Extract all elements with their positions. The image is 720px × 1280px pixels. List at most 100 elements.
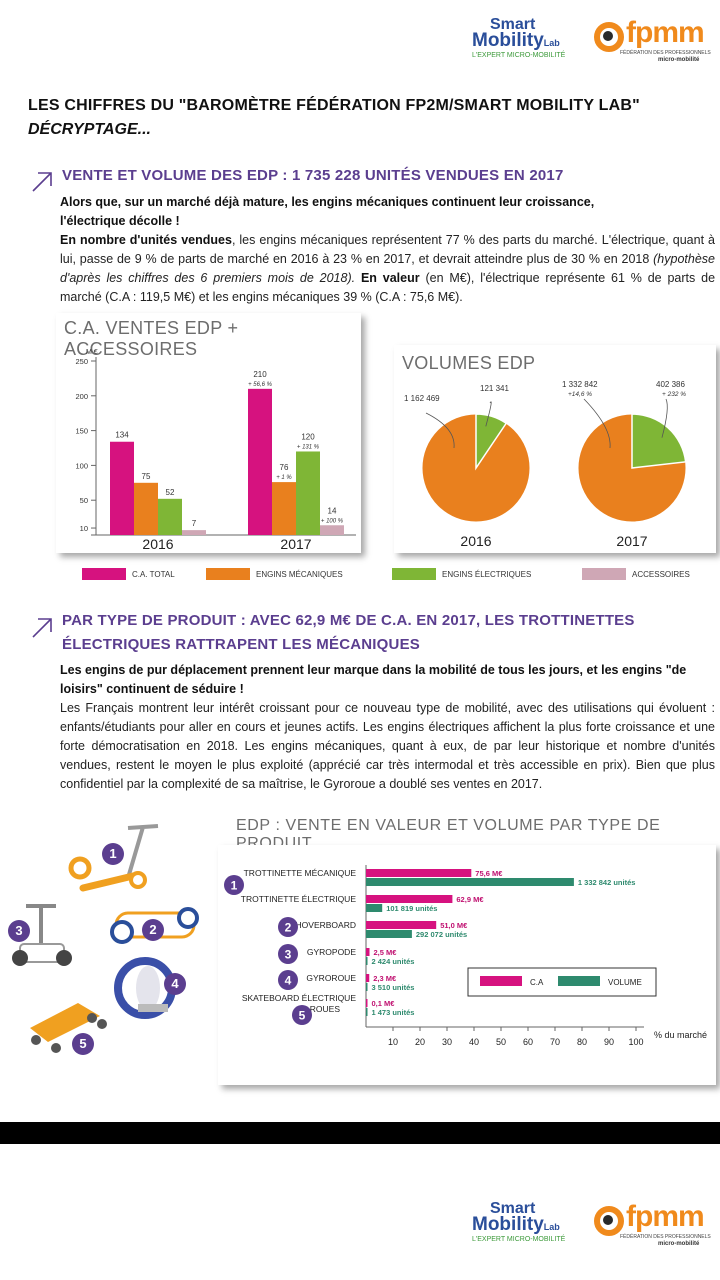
bar-2-2016 [158, 498, 182, 535]
ca-chart-title: C.A. VENTES EDP + ACCESSOIRES [64, 318, 239, 359]
bar-growth-label: + 100 % [321, 518, 344, 524]
section2-title-line1: PAR TYPE DE PRODUIT : AVEC 62,9 M€ DE C.… [62, 612, 635, 629]
x-tick-label: 70 [550, 1037, 560, 1047]
legend-swatch [206, 568, 250, 580]
row-badge [278, 917, 298, 937]
arrow-up-right-icon [32, 172, 52, 192]
bar-ca-label: 62,9 M€ [456, 895, 484, 904]
x-tick-label: 10 [388, 1037, 398, 1047]
bar-ca [366, 948, 370, 956]
section1-paragraph: En nombre d'unités vendues, les engins m… [60, 233, 716, 304]
pie-label-electriques: 402 386 [656, 380, 685, 389]
hoverboard-icon [110, 907, 199, 944]
bar-volume [366, 1008, 368, 1016]
bar-volume [366, 878, 574, 886]
kick-scooter-icon [68, 824, 159, 892]
section2-lead1: Les engins de pur déplacement prennent l… [60, 663, 687, 677]
bar-ca-label: 0,1 M€ [372, 999, 396, 1008]
page-separator [0, 1122, 720, 1144]
fpmm-logo: fpmm FÉDÉRATION DES PROFESSIONNELS micro… [590, 16, 715, 64]
product-chart-panel: 10 20 30 40 50 60 70 80 90 100 % du marché 75,6 M€ 1… [218, 845, 716, 1085]
pie-leader-line [583, 398, 611, 449]
pie-year-label: 2016 [460, 533, 491, 549]
x-tick-label: 60 [523, 1037, 533, 1047]
y-tick-label: 50 [80, 496, 88, 505]
bar-ca [366, 895, 453, 903]
bar-growth-label: + 56,6 % [248, 382, 273, 388]
legend-swatch [82, 568, 126, 580]
legend-swatch [392, 568, 436, 580]
pie-label-mecaniques: 1 332 842 [562, 380, 598, 389]
gyropode-icon [12, 904, 72, 966]
bar-ca-label: 75,6 M€ [475, 869, 503, 878]
pie-year-label: 2017 [616, 533, 647, 549]
row-badge-number: 3 [285, 948, 292, 962]
bar-ca [366, 974, 370, 982]
section1-lead2: l'électrique décolle ! [60, 214, 180, 228]
row-badge [278, 944, 298, 964]
bar-value-label: 120 [301, 432, 315, 441]
x-axis-label: % du marché [654, 1030, 707, 1040]
pie-slice-electriques [631, 413, 687, 469]
bar-volume [366, 904, 383, 912]
bar-2-2017 [296, 451, 320, 535]
row-badge [278, 970, 298, 990]
row-label: TROTTINETTE MÉCANIQUE [244, 868, 357, 878]
pie-leader-line [485, 401, 492, 427]
section2-lead2: loisirs" continuent de séduire ! [60, 682, 244, 696]
row-badge-number: 2 [285, 921, 292, 935]
y-axis-label: M € [86, 349, 98, 356]
row-label: GYROROUE [306, 973, 356, 983]
pie-label-mecaniques: 1 162 469 [404, 394, 440, 403]
bar-volume [366, 957, 368, 965]
badge-1: 1 [102, 843, 124, 865]
bar-ca-label: 2,3 M€ [373, 974, 397, 983]
bar-value-label: 210 [253, 370, 267, 379]
y-tick-label: 250 [75, 357, 88, 366]
bar-value-label: 75 [142, 472, 151, 481]
row-badge-number: 4 [285, 974, 292, 988]
legend-label-ca: C.A [530, 978, 544, 987]
x-tick-label: 80 [577, 1037, 587, 1047]
logo-tagline: L'EXPERT MICRO-MOBILITÉ [472, 52, 566, 59]
product-bar-chart: 10 20 30 40 50 60 70 80 90 100 % du marché 75,6 M€ 1… [224, 865, 707, 1047]
section1-title: VENTE ET VOLUME DES EDP : 1 735 228 UNIT… [62, 167, 564, 184]
bar-volume-label: 1 332 842 unités [578, 878, 636, 887]
badge-2: 2 [142, 919, 164, 941]
legend-swatch-ca [480, 976, 522, 986]
bar-ca [366, 999, 368, 1007]
row-label: SKATEBOARD ÉLECTRIQUE [242, 993, 356, 1003]
bar-ca-label: 51,0 M€ [440, 921, 468, 930]
fpmm-ring-icon [594, 22, 624, 52]
bar-volume-label: 101 819 unités [386, 904, 437, 913]
section2-title-line2: ÉLECTRIQUES RATTRAPENT LES MÉCANIQUES [62, 636, 420, 653]
pie-label-electriques: 121 341 [480, 384, 509, 393]
row-label: GYROPODE [307, 947, 356, 957]
row-badge [292, 1005, 312, 1025]
legend-label-volume: VOLUME [608, 978, 642, 987]
page-subtitle: DÉCRYPTAGE... [28, 121, 151, 138]
bar-value-label: 76 [280, 463, 289, 472]
bar-1-2016 [134, 482, 158, 535]
badge-4: 4 [164, 973, 186, 995]
logo-line1: Smart [490, 16, 536, 33]
y-tick-label: 100 [75, 461, 88, 470]
bar-value-label: 134 [115, 431, 129, 440]
bar-value-label: 14 [328, 506, 337, 515]
bar-volume [366, 930, 412, 938]
x-tick-label: 30 [442, 1037, 452, 1047]
y-tick-label: 200 [75, 392, 88, 401]
legend-swatch-volume [558, 976, 600, 986]
x-tick-label: 100 [628, 1037, 643, 1047]
volumes-chart-panel: VOLUMES EDP 1 162 469 121 341 2016 1 332 84… [394, 345, 716, 553]
row-badge [224, 875, 244, 895]
bar-0-2016 [110, 441, 134, 535]
pie-slice-electriques [475, 413, 508, 471]
bar-3-2016 [182, 530, 206, 535]
product-illustrations [12, 824, 199, 1053]
fpmm-logo-bottom: fpmm FÉDÉRATION DES PROFESSIONNELS micro… [590, 1200, 715, 1248]
bar-0-2017 [248, 388, 272, 535]
ca-chart-panel: C.A. VENTES EDP + ACCESSOIRES M €250 200 1… [56, 313, 361, 553]
bar-ca-label: 2,5 M€ [374, 948, 398, 957]
pie-leader-line [661, 398, 668, 438]
